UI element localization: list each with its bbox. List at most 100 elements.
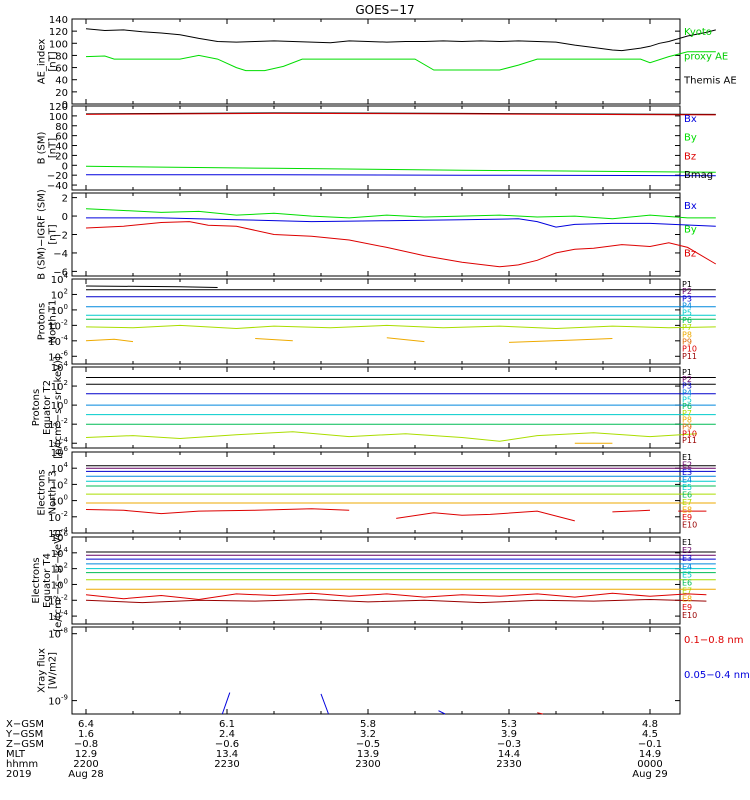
y-tick-label: 106 [51,530,69,544]
series-line-e9 [85,508,350,515]
y-tick-label: 80 [55,122,68,133]
legend-item: E7 [682,587,692,596]
legend-item: P2 [682,287,692,296]
y-axis-label: Protons [37,303,48,340]
legend-item: 0.1−0.8 nm [684,635,743,646]
y-tick-label: 106 [51,445,69,459]
legend-item: E10 [682,521,697,530]
legend-item: P6 [682,402,692,411]
series-line-p8b [255,338,293,342]
y-tick-label: −20 [47,171,68,182]
y-tick-label: 0 [62,212,68,223]
legend-item: P7 [682,409,692,418]
footer-value: 13.9 [357,749,379,760]
y-tick-label: 0 [62,161,68,172]
y-tick-label: 10-4 [48,334,68,348]
y-tick-label: 20 [55,151,68,162]
legend-item: proxy AE [684,51,728,62]
y-tick-label: 100 [51,577,68,591]
y-tick-label: 100 [49,112,68,123]
series-line-by [85,165,716,173]
y-axis-label: [nT] [48,51,59,71]
y-tick-label: 80 [55,51,68,62]
footer-value: 2230 [214,759,239,770]
y-tick-label: 104 [51,546,69,560]
series-line-x3 [438,710,446,715]
footer-value: −0.3 [497,739,521,750]
series-line-e9b [396,510,575,522]
legend-item: E10 [682,611,697,620]
legend-item: Bmag [684,170,713,181]
legend-item: P8 [682,416,692,425]
legend-item: E1 [682,538,692,547]
y-axis-label: North T3 [48,471,59,515]
legend-item: P5 [682,309,692,318]
legend-item: E3 [682,554,692,563]
panel-frame [71,451,681,534]
legend-item: P6 [682,316,692,325]
series-line-themis-ae [85,28,716,52]
series-line-by [85,208,716,220]
y-axis-label: B (SM) [37,131,48,164]
legend-item: E8 [682,595,692,604]
y-axis-label: [p/(cm²−s−sr−keV)] [53,356,64,459]
y-tick-label: 102 [51,379,68,393]
panel-frame [71,105,681,191]
footer-value: 5.3 [501,719,517,730]
panel-frame [71,18,681,105]
legend-item: Bz [684,151,696,162]
footer-row-label: 2019 [6,769,31,780]
footer-value: 6.4 [78,719,94,730]
y-tick-label: 60 [55,64,68,75]
legend-item: P5 [682,395,692,404]
y-tick-label: 10-2 [48,593,68,607]
series-line-p8 [85,338,134,343]
footer-value: 14.4 [498,749,520,760]
legend-item: P2 [682,375,692,384]
footer-row-label: hhmm [6,759,38,770]
legend-item: E4 [682,476,692,485]
y-tick-label: 102 [51,477,68,491]
legend-item: E3 [682,468,692,477]
y-tick-label: 10-4 [48,436,68,450]
footer-value: Aug 28 [68,769,103,780]
legend-item: P8 [682,330,692,339]
series-line-x4 [537,712,543,715]
y-tick-label: 10-2 [48,318,68,332]
series-line-e10 [85,598,707,604]
panel-frame [71,192,681,277]
series-line-bz [85,112,716,116]
legend-item: E4 [682,562,692,571]
footer-value: 5.8 [360,719,376,730]
y-tick-label: 100 [51,398,68,412]
footer-value: 6.1 [219,719,235,730]
footer-value: 4.5 [642,729,658,740]
footer-value: Aug 29 [632,769,667,780]
y-tick-label: 120 [49,102,68,113]
legend-item: P3 [682,382,692,391]
y-tick-label: 100 [51,303,68,317]
panel-3: −6 −4 −2 0 2 B (SM)−IGRF (SM) [nT] Bx By Bz [37,189,717,280]
footer-value: −0.8 [74,739,98,750]
legend-item: P11 [682,352,697,361]
footer-value: −0.5 [356,739,380,750]
footer-value: 2330 [496,759,521,770]
legend-item: E5 [682,570,692,579]
series-line-p7 [85,324,716,330]
legend-item: P9 [682,337,692,346]
footer-value: 3.2 [360,729,376,740]
y-tick-label: 40 [55,76,68,87]
panel-frame [71,278,681,365]
y-axis-label: [e/(cm²−s−sr−keV)] [53,529,64,632]
y-tick-label: 100 [49,39,68,50]
y-tick-label: 10-2 [48,510,68,524]
y-tick-label: 10-6 [48,349,68,363]
y-tick-label: −40 [47,181,68,192]
legend-item: E1 [682,453,692,462]
